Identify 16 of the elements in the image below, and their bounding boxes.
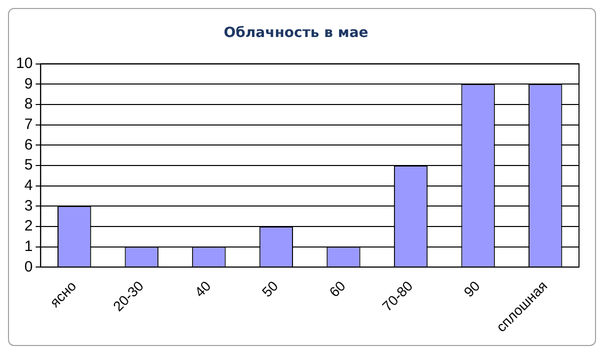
y-tick-label: 10: [16, 54, 33, 72]
y-tick-label: 4: [24, 176, 33, 194]
y-tick-label: 5: [24, 156, 33, 174]
y-tick-label: 3: [24, 197, 33, 214]
y-tick-label: 7: [24, 116, 33, 133]
chart-title: Облачность в мае: [224, 25, 368, 42]
y-tick-label: 1: [24, 238, 33, 255]
y-tick-label: 2: [24, 218, 33, 235]
x-tick-label: 90: [460, 277, 484, 300]
x-tick-label: 40: [191, 277, 214, 300]
x-tick-label: 50: [258, 277, 282, 300]
x-tick-label: 60: [326, 277, 348, 300]
y-tick-label: 8: [24, 96, 33, 113]
y-tick-label: 9: [24, 75, 33, 92]
y-tick-label: 6: [24, 136, 33, 154]
y-tick-label: 0: [24, 258, 33, 276]
